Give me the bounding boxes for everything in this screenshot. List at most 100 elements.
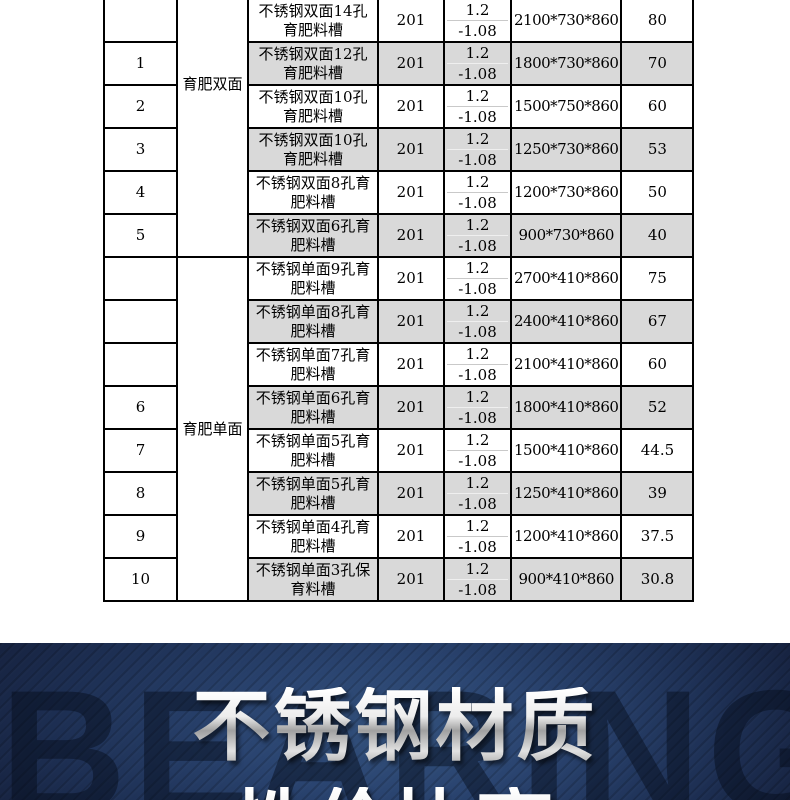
thickness-bottom: -1.08 [458,22,497,40]
value-cell: 30.8 [620,557,695,602]
thickness-top: 1.2 [447,474,508,494]
product-name-cell: 不锈钢双面10孔育肥料槽 [247,84,379,129]
table-row: 育肥双面 不锈钢双面14孔育肥料槽 201 1.2 -1.08 2100*730*860 8… [103,0,695,258]
table-row: 10 不锈钢单面3孔保育料槽 201 1.2 -1.08 900*410*860 30.8 [103,557,695,602]
row-number-cell: 9 [103,514,178,559]
thickness-bottom: -1.08 [458,108,497,126]
thickness-top: 1.2 [447,44,508,64]
row-number-cell: 5 [103,213,178,258]
material-cell: 201 [377,170,445,215]
thickness-cell: 1.2 -1.08 [443,299,512,344]
product-name-cell: 不锈钢双面14孔育肥料槽 [247,0,379,43]
thickness-bottom: -1.08 [458,237,497,255]
thickness-bottom: -1.08 [458,65,497,83]
material-cell: 201 [377,385,445,430]
size-cell: 1200*730*860 [509,170,623,215]
thickness-top: 1.2 [447,517,508,537]
spec-table-wrap: 育肥双面 不锈钢双面14孔育肥料槽 201 1.2 -1.08 2100*730*860 8… [103,0,695,602]
table-row: 6 不锈钢单面6孔育肥料槽 201 1.2 -1.08 1800*410*860 52 [103,385,695,430]
row-number-cell: 4 [103,170,178,215]
thickness-top: 1.2 [447,560,508,580]
thickness-top: 1.2 [447,388,508,408]
thickness-cell: 1.2 -1.08 [443,471,512,516]
material-cell: 201 [377,41,445,86]
table-row: 8 不锈钢单面5孔育肥料槽 201 1.2 -1.08 1250*410*860 39 [103,471,695,516]
material-cell: 201 [377,0,445,43]
thickness-bottom: -1.08 [458,280,497,298]
thickness-cell: 1.2 -1.08 [443,41,512,86]
thickness-top: 1.2 [447,130,508,150]
size-cell: 1250*410*860 [509,471,623,516]
category-cell: 育肥单面 [176,256,249,602]
table-row: 不锈钢单面8孔育肥料槽 201 1.2 -1.08 2400*410*860 67 [103,299,695,344]
thickness-top: 1.2 [447,173,508,193]
size-cell: 2100*730*860 [509,0,623,43]
row-number-cell: 10 [103,557,178,602]
value-cell: 39 [620,471,695,516]
thickness-top: 1.2 [447,302,508,322]
value-cell: 70 [620,41,695,86]
row-number-cell: 2 [103,84,178,129]
row-number-cell [103,256,178,301]
value-cell: 60 [620,84,695,129]
size-cell: 2700*410*860 [509,256,623,301]
thickness-cell: 1.2 -1.08 [443,0,512,43]
category-label: 育肥单面 [182,419,243,438]
thickness-top: 1.2 [447,216,508,236]
material-cell: 201 [377,557,445,602]
size-cell: 1800*730*860 [509,41,623,86]
product-name-cell: 不锈钢双面10孔育肥料槽 [247,127,379,172]
banner-watermark: BEARING [0,665,790,800]
table-row: 不锈钢单面7孔育肥料槽 201 1.2 -1.08 2100*410*860 60 [103,342,695,387]
product-name-cell: 不锈钢单面3孔保育料槽 [247,557,379,602]
value-cell: 60 [620,342,695,387]
thickness-cell: 1.2 -1.08 [443,127,512,172]
product-name-cell: 不锈钢单面5孔育肥料槽 [247,471,379,516]
row-number-cell: 6 [103,385,178,430]
thickness-cell: 1.2 -1.08 [443,256,512,301]
thickness-bottom: -1.08 [458,194,497,212]
product-name-cell: 不锈钢单面4孔育肥料槽 [247,514,379,559]
material-cell: 201 [377,342,445,387]
size-cell: 1500*410*860 [509,428,623,473]
value-cell: 67 [620,299,695,344]
product-name-cell: 不锈钢双面6孔育肥料槽 [247,213,379,258]
row-number-cell [103,0,178,43]
product-name-cell: 不锈钢双面8孔育肥料槽 [247,170,379,215]
thickness-bottom: -1.08 [458,366,497,384]
thickness-cell: 1.2 -1.08 [443,557,512,602]
value-cell: 53 [620,127,695,172]
material-cell: 201 [377,256,445,301]
thickness-cell: 1.2 -1.08 [443,385,512,430]
thickness-bottom: -1.08 [458,495,497,513]
row-number-cell: 3 [103,127,178,172]
size-cell: 2100*410*860 [509,342,623,387]
thickness-cell: 1.2 -1.08 [443,514,512,559]
size-cell: 1500*750*860 [509,84,623,129]
thickness-bottom: -1.08 [458,151,497,169]
table-row: 5 不锈钢双面6孔育肥料槽 201 1.2 -1.08 900*730*860 40 [103,213,695,258]
spec-table: 育肥双面 不锈钢双面14孔育肥料槽 201 1.2 -1.08 2100*730*860 8… [103,0,695,602]
thickness-cell: 1.2 -1.08 [443,213,512,258]
row-number-cell [103,299,178,344]
category-label: 育肥双面 [182,74,243,93]
value-cell: 52 [620,385,695,430]
thickness-top: 1.2 [447,259,508,279]
value-cell: 75 [620,256,695,301]
spec-table-body: 育肥双面 不锈钢双面14孔育肥料槽 201 1.2 -1.08 2100*730*860 8… [103,0,695,602]
size-cell: 900*730*860 [509,213,623,258]
size-cell: 1800*410*860 [509,385,623,430]
value-cell: 50 [620,170,695,215]
table-row: 7 不锈钢单面5孔育肥料槽 201 1.2 -1.08 1500*410*860 44.5 [103,428,695,473]
thickness-cell: 1.2 -1.08 [443,342,512,387]
row-number-cell: 1 [103,41,178,86]
thickness-bottom: -1.08 [458,409,497,427]
value-cell: 40 [620,213,695,258]
thickness-bottom: -1.08 [458,323,497,341]
banner-title: 不锈钢材质 [0,687,790,765]
size-cell: 1200*410*860 [509,514,623,559]
product-name-cell: 不锈钢单面9孔育肥料槽 [247,256,379,301]
material-cell: 201 [377,514,445,559]
thickness-bottom: -1.08 [458,538,497,556]
